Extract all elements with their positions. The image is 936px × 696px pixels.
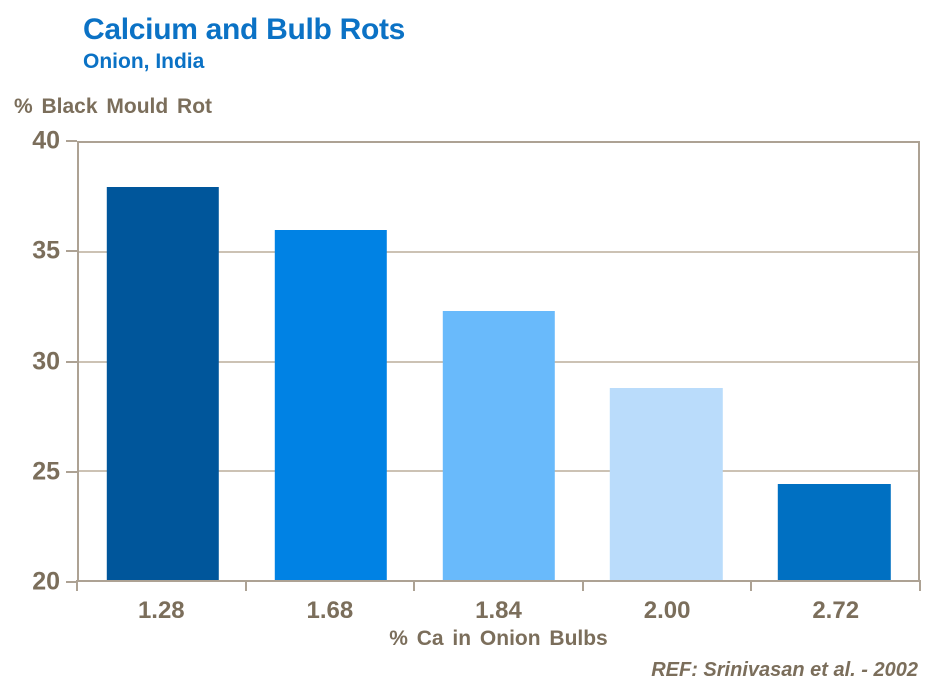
x-label-2.72: 2.72 <box>812 597 860 624</box>
x-label-1.68: 1.68 <box>306 597 354 624</box>
x-tick-0 <box>76 580 78 591</box>
y-tick-20 <box>66 581 77 583</box>
y-tick-label-20: 20 <box>32 567 60 596</box>
x-label-1.28: 1.28 <box>137 597 185 624</box>
y-tick-30 <box>66 360 77 363</box>
bar-2.00 <box>610 387 723 580</box>
y-tick-40 <box>66 140 77 142</box>
x-axis-title: % Ca in Onion Bulbs <box>389 627 608 650</box>
reference-text: REF: Srinivasan et al. - 2002 <box>651 659 918 681</box>
x-tick-1 <box>244 580 247 591</box>
y-axis-title: % Black Mould Rot <box>14 95 213 118</box>
x-tick-3 <box>581 580 584 591</box>
y-tick-35 <box>66 250 77 253</box>
x-axis-ticks <box>76 580 921 591</box>
x-label-1.84: 1.84 <box>475 597 522 624</box>
bar-1.28 <box>106 186 220 580</box>
bar-1.84 <box>442 311 555 580</box>
bar-2.72 <box>777 483 891 580</box>
x-label-2.00: 2.00 <box>643 597 691 624</box>
y-tick-25 <box>66 470 77 473</box>
x-tick-2 <box>413 580 416 591</box>
plot-area <box>77 141 920 582</box>
x-tick-4 <box>750 580 753 591</box>
x-axis-labels: 1.28 1.68 1.84 2.00 2.72 <box>77 597 920 625</box>
bar-1.68 <box>274 230 387 580</box>
x-tick-5 <box>919 580 921 591</box>
y-tick-label-30: 30 <box>32 347 60 375</box>
gridline-35 <box>79 251 918 254</box>
y-tick-label-40: 40 <box>32 126 60 155</box>
chart-title: Calcium and Bulb Rots <box>83 13 406 46</box>
y-axis: 40 35 30 25 20 <box>0 127 77 596</box>
y-tick-label-25: 25 <box>32 457 60 486</box>
y-tick-label-35: 35 <box>32 236 60 265</box>
chart-subtitle: Onion, India <box>83 50 205 73</box>
